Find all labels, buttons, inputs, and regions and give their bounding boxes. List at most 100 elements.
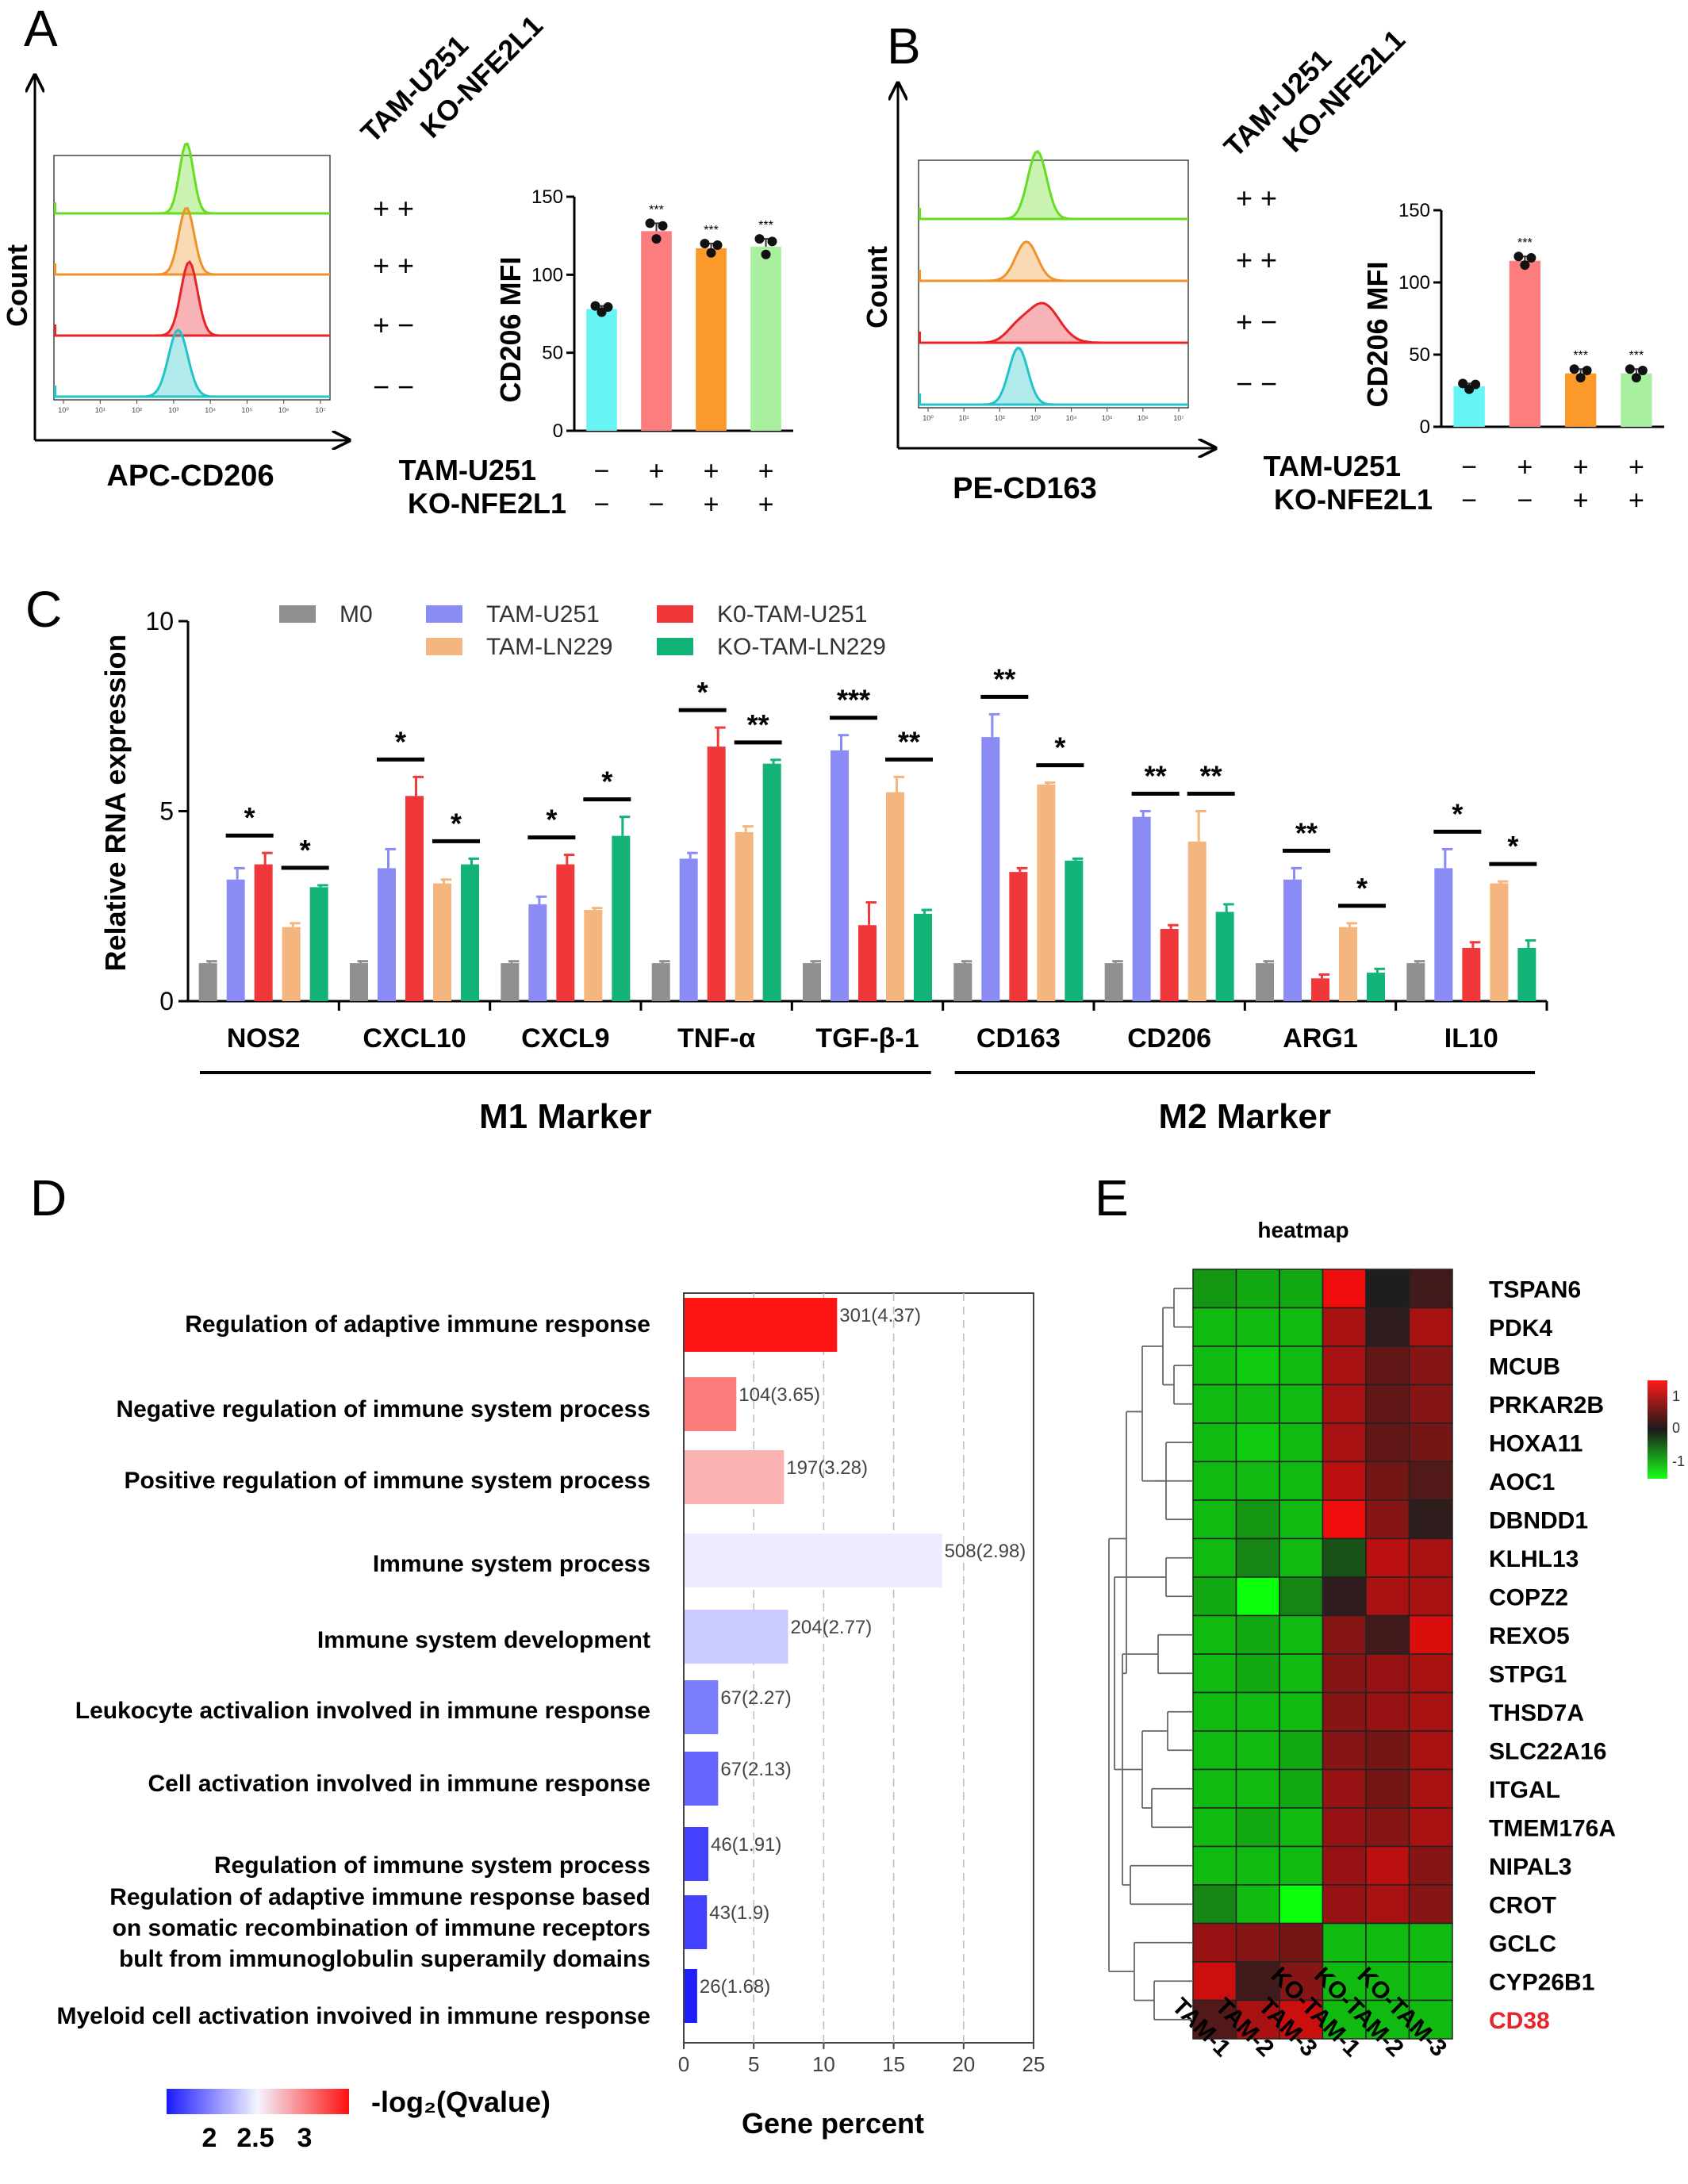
panelE-heatmap-cell (1235, 1384, 1280, 1424)
panelE-heatmap-cell (1408, 1999, 1453, 2040)
panelC-y-label: Relative RNA expression (99, 635, 132, 972)
panel-label-a: A (24, 0, 58, 57)
panelA-bar (696, 248, 727, 431)
panelC-category-label: CXCL10 (363, 1023, 466, 1054)
panelC-bar (378, 868, 396, 1001)
panelE-row-label: ITGAL (1489, 1777, 1560, 1803)
panelD-legend-title: -log₂(Qvalue) (371, 2086, 551, 2118)
panelC-bar (1256, 963, 1274, 1001)
panelE-heatmap-cell (1279, 1884, 1324, 1925)
panelE-heatmap-cell (1408, 1653, 1453, 1694)
panelE-heatmap-cell (1235, 1307, 1280, 1347)
panelE-row-label: REXO5 (1489, 1623, 1570, 1649)
panelC-significance: * (244, 801, 255, 834)
panelD-x-tick-label: 15 (882, 2052, 905, 2076)
panelE-heatmap-cell (1322, 1537, 1367, 1578)
panelB-histogram-curve (919, 301, 1188, 344)
panelC-bar (1339, 927, 1357, 1001)
panelC-significance: ** (993, 662, 1015, 695)
panelB-histogram-edge (919, 393, 921, 405)
panelC-legend-swatch (279, 605, 316, 623)
panelE-heatmap-cell (1408, 1422, 1453, 1463)
panelB-count-label: Count (861, 246, 893, 328)
panelD-bar-annotation: 46(1.91) (711, 1834, 781, 1856)
panelE-row-label: CROT (1489, 1892, 1556, 1918)
panelA-data-point (712, 240, 723, 250)
panelC-significance: ** (898, 725, 920, 758)
panelB-y-tick-label: 100 (1398, 272, 1430, 294)
panelA-hist-tick-label: 10³ (168, 406, 178, 414)
panelC-bar (501, 963, 520, 1001)
panelA-row-sign-4: − − (373, 370, 414, 403)
panelE-heatmap-cell (1279, 1384, 1324, 1424)
panelE-heatmap: heatmap TSPAN6 PDK4 MCUB PRKAR2B HOXA11 AOC1 DB… (1108, 1218, 1685, 2062)
panelA-sign: + (704, 489, 719, 520)
panelE-heatmap-cell (1322, 1730, 1367, 1771)
panelB-data-point (1458, 378, 1468, 389)
panelE-heatmap-cell (1279, 1307, 1324, 1347)
panelC-bar (1434, 868, 1453, 1001)
panelD-x-tick-label: 10 (812, 2052, 835, 2076)
panelA-histogram-curve (54, 260, 330, 337)
panelD-bar (685, 1680, 719, 1734)
panelE-row-label: TSPAN6 (1489, 1276, 1581, 1303)
panelC-group-label: M1 Marker (479, 1097, 652, 1136)
panelE-heatmap-cell (1235, 1653, 1280, 1694)
panelB-bar (1509, 260, 1541, 427)
panelE-heatmap-cell (1279, 1269, 1324, 1309)
panelA-count-label: Count (1, 244, 33, 327)
panelE-heatmap-cell (1365, 1460, 1410, 1501)
panelC-bar (1311, 978, 1329, 1001)
panelB-row-label: KO-NFE2L1 (1274, 483, 1433, 516)
panelC-bar (612, 835, 631, 1001)
panelB-data-point (1526, 253, 1536, 263)
panelE-heatmap-cell (1235, 1884, 1280, 1925)
panelE-row-label: COPZ2 (1489, 1584, 1568, 1610)
panelA-histogram-edge (54, 386, 56, 397)
panelA-histogram-edge (54, 324, 56, 336)
panelC-bar (1406, 963, 1425, 1001)
panelB-data-point (1637, 366, 1648, 376)
panelE-heatmap-cell (1365, 1576, 1410, 1617)
panelC-bar (556, 864, 575, 1001)
panelD-x-label: Gene percent (742, 2107, 924, 2140)
panelE-legend-tick: 1 (1672, 1388, 1680, 1404)
panelE-heatmap-cell (1192, 1884, 1237, 1925)
panelE-heatmap-cell (1365, 1845, 1410, 1886)
panelB-significance: *** (1629, 349, 1644, 363)
panelB-histogram-curve (919, 240, 1188, 282)
panelC-category-label: CXCL9 (521, 1023, 609, 1054)
panel-label-b: B (887, 17, 921, 75)
panelE-heatmap-cell (1235, 1269, 1280, 1309)
panel-label-d: D (30, 1169, 67, 1226)
panelA-histogram-edge (54, 202, 56, 213)
panelC-bar (1517, 947, 1536, 1001)
panelC-bar (282, 927, 301, 1001)
panelE-heatmap-cell (1322, 1768, 1367, 1809)
panelC-bar (886, 792, 904, 1001)
panelE-heatmap-cell (1279, 1730, 1324, 1771)
panelE-heatmap-cell (1279, 1345, 1324, 1386)
panelA-hist-tick-label: 10⁷ (315, 406, 325, 414)
panelD-term-label: Myeloid cell activation invoived in immu… (56, 2003, 650, 2029)
panelA-sign: + (704, 456, 719, 486)
panelE-heatmap-cell (1235, 1922, 1280, 1963)
panelD-bar (685, 1298, 838, 1352)
panelE-heatmap-cell (1408, 1576, 1453, 1617)
panelC-significance: ** (1295, 816, 1318, 849)
panelD-bar-chart: 0 5 10 15 20 25 Gene percent 301(4.37) Regulatio… (56, 1292, 1045, 2153)
panelA-data-point (658, 221, 668, 231)
panelB-histogram-edge (919, 332, 921, 343)
panelE-heatmap-cell (1408, 1499, 1453, 1540)
panelA-data-point (706, 248, 716, 258)
panelA-row-label: TAM-U251 (399, 454, 536, 486)
panelC-legend-swatch (657, 605, 693, 623)
panelE-heatmap-cell (1322, 1845, 1367, 1886)
panelD-bar (685, 1450, 785, 1504)
panelB-sign: + (1517, 452, 1533, 482)
panelE-heatmap-cell (1235, 1730, 1280, 1771)
panelD-legend-tick: 2.5 (236, 2123, 274, 2153)
panelC-significance: * (451, 807, 462, 839)
